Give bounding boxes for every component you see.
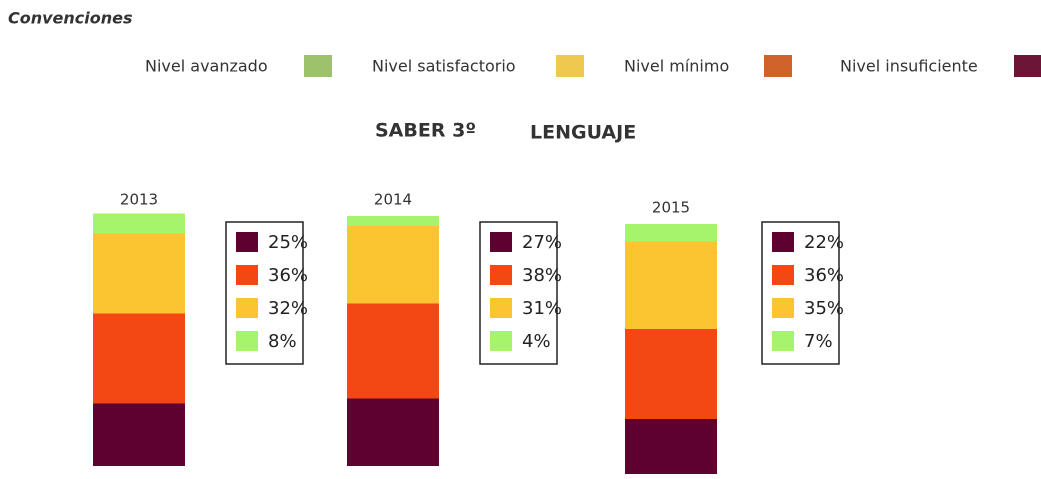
legend-label: Nivel avanzado (145, 57, 268, 76)
value-label: 22% (804, 232, 844, 253)
bar-segment (625, 419, 717, 474)
legend-label: Nivel satisfactorio (372, 57, 516, 76)
value-label: 35% (804, 298, 844, 319)
legend-swatch (1014, 55, 1041, 77)
value-label: 27% (522, 232, 562, 253)
value-swatch (236, 232, 258, 252)
value-swatch (772, 298, 794, 318)
value-swatch (772, 232, 794, 252)
x-tick-label: 2015 (652, 199, 690, 217)
value-swatch (772, 331, 794, 351)
bar-segment (93, 213, 185, 234)
legend-title: Convenciones (8, 9, 133, 28)
value-swatch (490, 232, 512, 252)
value-swatch (236, 298, 258, 318)
value-label: 36% (804, 265, 844, 286)
legend-label: Nivel insuficiente (840, 57, 978, 76)
legend-swatch (304, 55, 332, 77)
bar-segment (625, 241, 717, 329)
value-label: 32% (268, 298, 308, 319)
value-label: 31% (522, 298, 562, 319)
value-swatch (236, 265, 258, 285)
bar-segment (93, 403, 185, 466)
value-label: 4% (522, 331, 551, 352)
bar-segment (347, 398, 439, 466)
x-tick-label: 2014 (374, 191, 412, 209)
bar-segment (347, 303, 439, 399)
value-label: 36% (268, 265, 308, 286)
value-label: 8% (268, 331, 297, 352)
legend-label: Nivel mínimo (624, 57, 729, 76)
legend-swatch (764, 55, 792, 77)
value-label: 38% (522, 265, 562, 286)
x-tick-label: 2013 (120, 191, 158, 209)
bar-segment (347, 216, 439, 226)
value-label: 25% (268, 232, 308, 253)
bar-segment (625, 329, 717, 419)
chart-title: SABER 3º (375, 120, 476, 142)
chart-subtitle: LENGUAJE (530, 122, 636, 144)
bar-segment (93, 233, 185, 314)
bar-segment (347, 226, 439, 304)
bar-segment (625, 224, 717, 242)
value-swatch (490, 331, 512, 351)
legend-swatch (556, 55, 584, 77)
bar-segment (93, 313, 185, 404)
value-swatch (772, 265, 794, 285)
value-label: 7% (804, 331, 833, 352)
value-swatch (236, 331, 258, 351)
value-swatch (490, 265, 512, 285)
value-swatch (490, 298, 512, 318)
